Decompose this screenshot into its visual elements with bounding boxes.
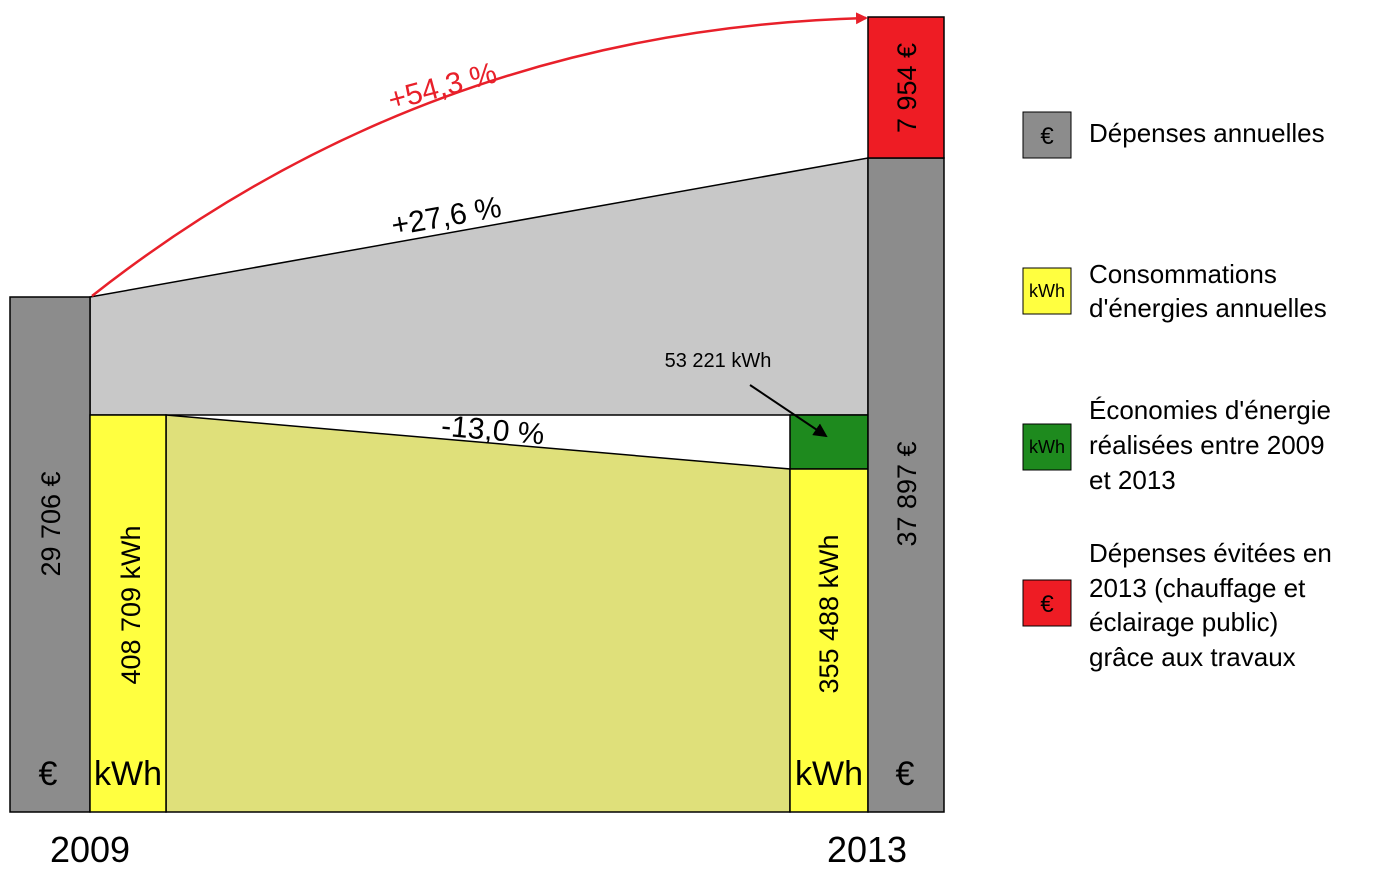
legend-label-savings-line2: réalisées entre 2009 (1089, 430, 1325, 460)
expense-bar-2013 (867, 157, 945, 813)
euro-icon: € (896, 755, 915, 793)
legend-label-consumption-line1: Consommations (1089, 259, 1277, 289)
euro-icon: € (1040, 123, 1054, 150)
savings-callout-label: 53 221 kWh (665, 350, 772, 372)
legend-label-avoided-line1: Dépenses évitées en (1089, 538, 1332, 568)
energy-bar-2009 (89, 414, 167, 813)
legend-label-avoided-line2: 2013 (chauffage et (1089, 573, 1306, 603)
expense-bar-2009 (9, 296, 91, 813)
savings-block-2013 (789, 414, 869, 470)
total-change-arrow (91, 12, 868, 297)
energy-bar-2013 (789, 468, 869, 813)
kwh-icon: kWh (1029, 281, 1065, 301)
expense-2013-value: 37 897 € (892, 441, 922, 546)
legend-swatch-expenses (1022, 111, 1072, 159)
avoided-2013-value: 7 954 € (892, 43, 922, 133)
legend: € Dépenses annuelles kWh Consommations d… (1022, 111, 1332, 672)
energy-2013-value: 355 488 kWh (814, 534, 844, 693)
expense-2009-value: 29 706 € (36, 471, 66, 576)
legend-swatch-consumption (1022, 267, 1072, 315)
total-change-label: +54,3 % (385, 57, 501, 118)
kwh-icon: kWh (1029, 437, 1065, 457)
legend-label-expenses: Dépenses annuelles (1089, 118, 1325, 148)
legend-label-savings-line1: Économies d'énergie (1089, 395, 1331, 425)
legend-label-avoided-line3: éclairage public) (1089, 607, 1278, 637)
legend-label-consumption-line2: d'énergies annuelles (1089, 293, 1327, 323)
year-start-label: 2009 (50, 829, 130, 869)
legend-swatch-avoided (1022, 579, 1072, 627)
avoided-cost-block-2013 (867, 16, 945, 159)
kwh-unit-label: kWh (94, 755, 162, 793)
legend-label-savings-line3: et 2013 (1089, 465, 1176, 495)
euro-icon: € (1040, 591, 1054, 618)
legend-swatch-savings (1022, 423, 1072, 471)
year-end-label: 2013 (827, 829, 907, 869)
energy-2009-value: 408 709 kWh (116, 525, 146, 684)
energy-flow-band (165, 414, 791, 813)
callout-arrow (749, 384, 828, 438)
euro-icon: € (39, 755, 58, 793)
kwh-unit-label: kWh (795, 755, 863, 793)
legend-label-avoided-line4: grâce aux travaux (1089, 642, 1296, 672)
